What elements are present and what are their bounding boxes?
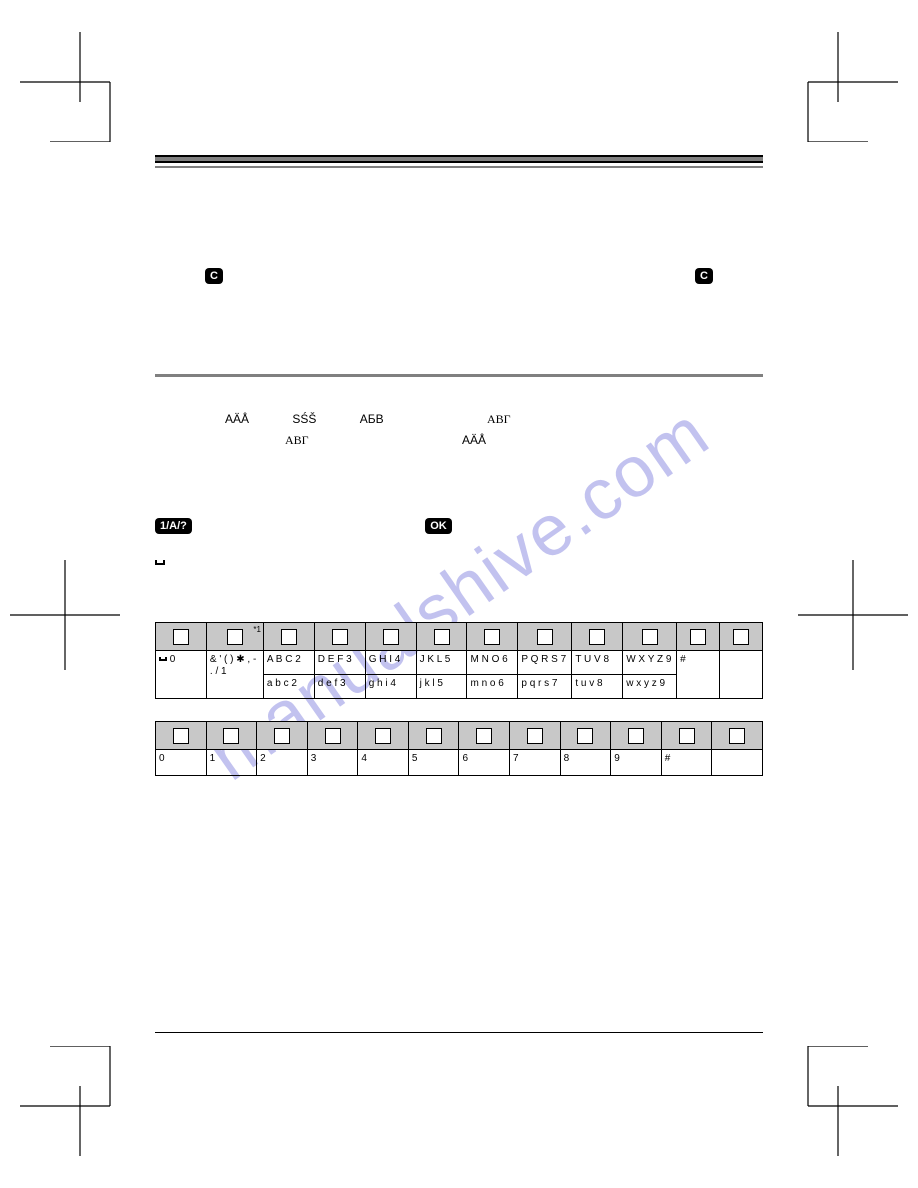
cell: & ' ( ) ✱ , - . / 1 [206,651,263,699]
key-icon [679,728,695,744]
header-note: *1 [253,625,261,634]
c-badge-left: C [205,268,223,284]
cell: 0 [170,654,176,665]
charset-latin-ext: AÄÅ [225,412,249,426]
cell: P Q R S 7 [518,651,572,675]
numeric-char-table: 0 1 2 3 4 5 6 7 8 9 # [155,721,763,776]
cell: 2 [257,750,308,776]
numeric-header-row [156,722,763,750]
key-icon [733,629,749,645]
cell: 4 [358,750,409,776]
mode-badge: 1/A/? [155,518,192,534]
key-icon [690,629,706,645]
numeric-row: 0 1 2 3 4 5 6 7 8 9 # [156,750,763,776]
key-icon [274,728,290,744]
mode-row: 1/A/? OK [155,518,763,534]
c-badge-right: C [695,268,713,284]
cell: M N O 6 [467,651,518,675]
cropmark-tr [778,32,898,142]
key-icon [375,728,391,744]
cell: D E F 3 [314,651,365,675]
key-icon [383,629,399,645]
charset-greek-2: ΑΒΓ [285,433,309,448]
charset-greek-1: ΑΒΓ [487,412,511,427]
key-icon [589,629,605,645]
cell: g h i 4 [365,675,416,699]
cropmark-ml [10,560,120,670]
charset-row: AÄÅ SŚŠ АБВ ΑΒΓ ΑΒΓ AÄÅ [155,412,763,448]
key-icon [484,629,500,645]
space-glyph-row [155,554,763,572]
space-glyph-icon [155,560,165,565]
cell: 7 [510,750,561,776]
key-icon [628,728,644,744]
cropmark-mr [798,560,908,670]
cell: d e f 3 [314,675,365,699]
cell: 1 [206,750,257,776]
rule-mid [155,374,763,377]
key-icon [325,728,341,744]
cell [720,651,763,699]
key-icon [332,629,348,645]
cell: j k l 5 [416,675,467,699]
cell: 9 [611,750,662,776]
rule-top-thick [155,155,763,163]
key-icon [434,629,450,645]
rule-top-thin [155,166,763,168]
cell: w x y z 9 [623,675,677,699]
ok-badge: OK [425,518,452,534]
charset-cyrillic: АБВ [360,412,384,426]
key-icon [173,629,189,645]
cell: a b c 2 [263,675,314,699]
cell: W X Y Z 9 [623,651,677,675]
cell: t u v 8 [572,675,623,699]
cell: 3 [307,750,358,776]
cell: T U V 8 [572,651,623,675]
cropmark-br [778,1046,898,1156]
alpha-header-row: *1 [156,623,763,651]
key-icon [577,728,593,744]
cell [712,750,763,776]
cropmark-tl [20,32,140,142]
charset-s-variants: SŚŠ [292,412,316,426]
charset-latin-ext-2: AÄÅ [462,433,486,447]
cell: # [661,750,712,776]
key-icon [281,629,297,645]
alpha-upper-row: 0 & ' ( ) ✱ , - . / 1 A B C 2 D E F 3 G … [156,651,763,675]
key-icon [476,728,492,744]
key-icon [729,728,745,744]
cell: # [677,651,720,699]
cell: A B C 2 [263,651,314,675]
key-icon [173,728,189,744]
cell: 6 [459,750,510,776]
key-icon [537,629,553,645]
cropmark-bl [20,1046,140,1156]
cell: m n o 6 [467,675,518,699]
key-icon [223,728,239,744]
page-content: C C AÄÅ SŚŠ АБВ ΑΒΓ ΑΒΓ AÄÅ 1/A/? OK *1 [155,155,763,1033]
rule-footer [155,1032,763,1033]
cell: G H I 4 [365,651,416,675]
key-icon [642,629,658,645]
key-icon [227,629,243,645]
cell: 0 [156,750,207,776]
key-icon [527,728,543,744]
cell: 8 [560,750,611,776]
alpha-char-table: *1 0 & ' ( ) ✱ , - . / 1 A B C 2 D E F 3… [155,622,763,699]
cell: J K L 5 [416,651,467,675]
c-badge-row: C C [155,268,763,284]
cell: 5 [408,750,459,776]
key-icon [426,728,442,744]
cell: p q r s 7 [518,675,572,699]
